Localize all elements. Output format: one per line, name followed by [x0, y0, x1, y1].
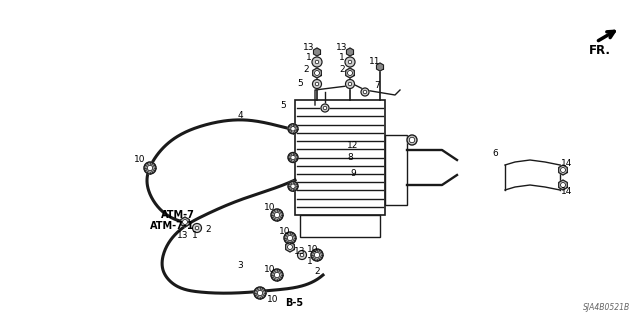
Text: 10: 10	[264, 265, 276, 275]
Circle shape	[311, 249, 323, 261]
Text: 10: 10	[307, 246, 319, 255]
Text: 2: 2	[314, 268, 320, 277]
Circle shape	[271, 269, 283, 281]
Circle shape	[323, 106, 327, 110]
Bar	[300, 215, 380, 237]
Circle shape	[291, 155, 295, 160]
Polygon shape	[559, 165, 567, 175]
Polygon shape	[285, 242, 294, 252]
Circle shape	[195, 226, 199, 230]
Circle shape	[315, 60, 319, 64]
Circle shape	[257, 290, 262, 296]
Text: 4: 4	[237, 110, 243, 120]
Text: 7: 7	[374, 81, 380, 91]
Polygon shape	[314, 48, 321, 56]
Circle shape	[345, 57, 355, 67]
Text: 1: 1	[307, 257, 313, 266]
Circle shape	[348, 82, 352, 86]
Text: 10: 10	[268, 295, 279, 305]
Circle shape	[364, 90, 367, 94]
Circle shape	[312, 57, 322, 67]
Text: 5: 5	[297, 79, 303, 88]
Text: 14: 14	[561, 188, 573, 197]
Polygon shape	[346, 48, 353, 56]
Text: 1: 1	[306, 54, 312, 63]
Text: 3: 3	[237, 261, 243, 270]
Bar	[295, 100, 385, 215]
Circle shape	[284, 232, 296, 244]
Circle shape	[298, 250, 307, 259]
Circle shape	[287, 244, 292, 249]
Text: 13: 13	[336, 43, 348, 53]
Circle shape	[288, 124, 298, 134]
Circle shape	[147, 165, 153, 171]
Circle shape	[321, 104, 329, 112]
Circle shape	[314, 252, 320, 258]
Circle shape	[254, 287, 266, 299]
Text: 8: 8	[347, 153, 353, 162]
Circle shape	[312, 79, 321, 88]
Circle shape	[407, 135, 417, 145]
Circle shape	[275, 212, 280, 218]
Text: ATM-7-1: ATM-7-1	[150, 221, 195, 231]
Text: FR.: FR.	[589, 44, 611, 57]
Circle shape	[409, 137, 415, 143]
Polygon shape	[376, 63, 383, 71]
Text: 10: 10	[264, 204, 276, 212]
Text: B-5: B-5	[285, 298, 303, 308]
Text: 1: 1	[339, 54, 345, 63]
Text: 5: 5	[280, 100, 286, 109]
Text: 10: 10	[279, 227, 291, 236]
Polygon shape	[559, 180, 567, 190]
Text: 13: 13	[303, 43, 315, 53]
Circle shape	[348, 70, 353, 76]
Circle shape	[291, 127, 295, 131]
Text: 1: 1	[192, 231, 198, 240]
Polygon shape	[313, 68, 321, 78]
Text: 2: 2	[339, 65, 345, 75]
Text: 14: 14	[561, 159, 573, 167]
Circle shape	[193, 224, 202, 233]
Circle shape	[275, 272, 280, 278]
Text: SJA4B0521B: SJA4B0521B	[583, 303, 630, 312]
Text: 2: 2	[303, 65, 309, 75]
Circle shape	[561, 182, 566, 188]
Text: 12: 12	[348, 140, 358, 150]
Circle shape	[288, 152, 298, 162]
Circle shape	[291, 184, 295, 189]
Circle shape	[561, 167, 566, 173]
Circle shape	[271, 209, 283, 221]
Text: 13: 13	[177, 232, 189, 241]
Circle shape	[144, 162, 156, 174]
Text: ATM-7: ATM-7	[161, 210, 195, 220]
Circle shape	[315, 82, 319, 86]
Bar	[385, 135, 407, 205]
Text: 11: 11	[369, 57, 381, 66]
Circle shape	[287, 235, 292, 241]
Polygon shape	[180, 217, 189, 227]
Text: 10: 10	[134, 155, 146, 165]
Text: 2: 2	[205, 226, 211, 234]
Text: 13: 13	[294, 248, 306, 256]
Circle shape	[182, 219, 188, 225]
Circle shape	[300, 253, 304, 257]
Text: 9: 9	[350, 168, 356, 177]
Circle shape	[361, 88, 369, 96]
Circle shape	[288, 181, 298, 191]
Circle shape	[314, 70, 319, 76]
Circle shape	[348, 60, 352, 64]
Text: 6: 6	[492, 149, 498, 158]
Circle shape	[346, 79, 355, 88]
Polygon shape	[346, 68, 355, 78]
